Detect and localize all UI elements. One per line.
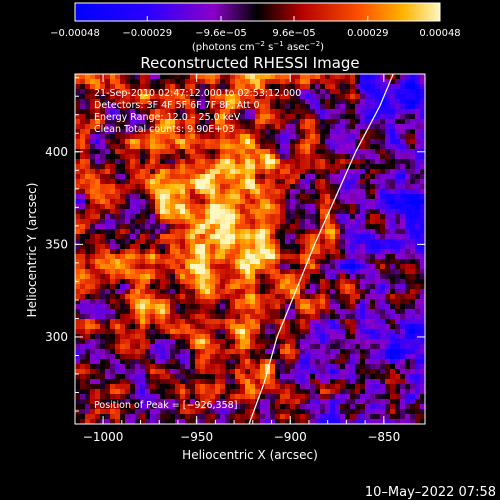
peak-position-label: Position of Peak = [−926,358] <box>94 400 237 411</box>
annotation-clean: Clean Total counts: 9.90E+03 <box>94 124 234 135</box>
annotation-energy: Energy Range: 12.0 – 25.0 keV <box>94 112 241 123</box>
x-tick-label: −950 <box>180 430 213 444</box>
colorbar-tick-label: −0.00029 <box>122 28 172 39</box>
x-tick-label: −850 <box>367 430 400 444</box>
colorbar-tick-label: 9.6e−05 <box>272 28 315 39</box>
colorbar-unit: (photons cm−2 s−1 asec−2) <box>192 40 324 53</box>
x-tick-label: −1000 <box>83 430 124 444</box>
y-tick-label: 400 <box>45 145 68 159</box>
colorbar-tick-label: 0.00048 <box>419 28 460 39</box>
plot-frame <box>74 73 426 425</box>
colorbar <box>74 2 441 22</box>
footer-timestamp: 10–May–2022 07:58 <box>365 485 496 500</box>
y-axis-label: Heliocentric Y (arcsec) <box>25 183 39 318</box>
annotation-detectors: Detectors: 3F 4F 5F 6F 7F 8F, Att 0 <box>94 100 260 111</box>
annotation-time: 21-Sep-2010 02:47:12.000 to 02:53:12.000 <box>94 88 301 99</box>
y-tick-label: 300 <box>45 330 68 344</box>
x-axis-label: Heliocentric X (arcsec) <box>182 448 318 462</box>
colorbar-tick-label: −9.6e−05 <box>195 28 247 39</box>
colorbar-tick-label: −0.00048 <box>50 28 100 39</box>
heatmap-image <box>75 74 425 424</box>
solar-limb-line <box>248 74 394 424</box>
colorbar-tick-label: 0.00029 <box>347 28 388 39</box>
annotation-block: 21-Sep-2010 02:47:12.000 to 02:53:12.000… <box>94 88 301 135</box>
chart-title: Reconstructed RHESSI Image <box>140 54 359 72</box>
y-tick-label: 350 <box>45 237 68 251</box>
axis-ticks: −1000 −950 −900 −850 300 350 400 <box>45 74 425 444</box>
x-tick-label: −900 <box>274 430 307 444</box>
colorbar-ticks: −0.00048 −0.00029 −9.6e−05 9.6e−05 0.00029 0.… <box>50 16 461 39</box>
